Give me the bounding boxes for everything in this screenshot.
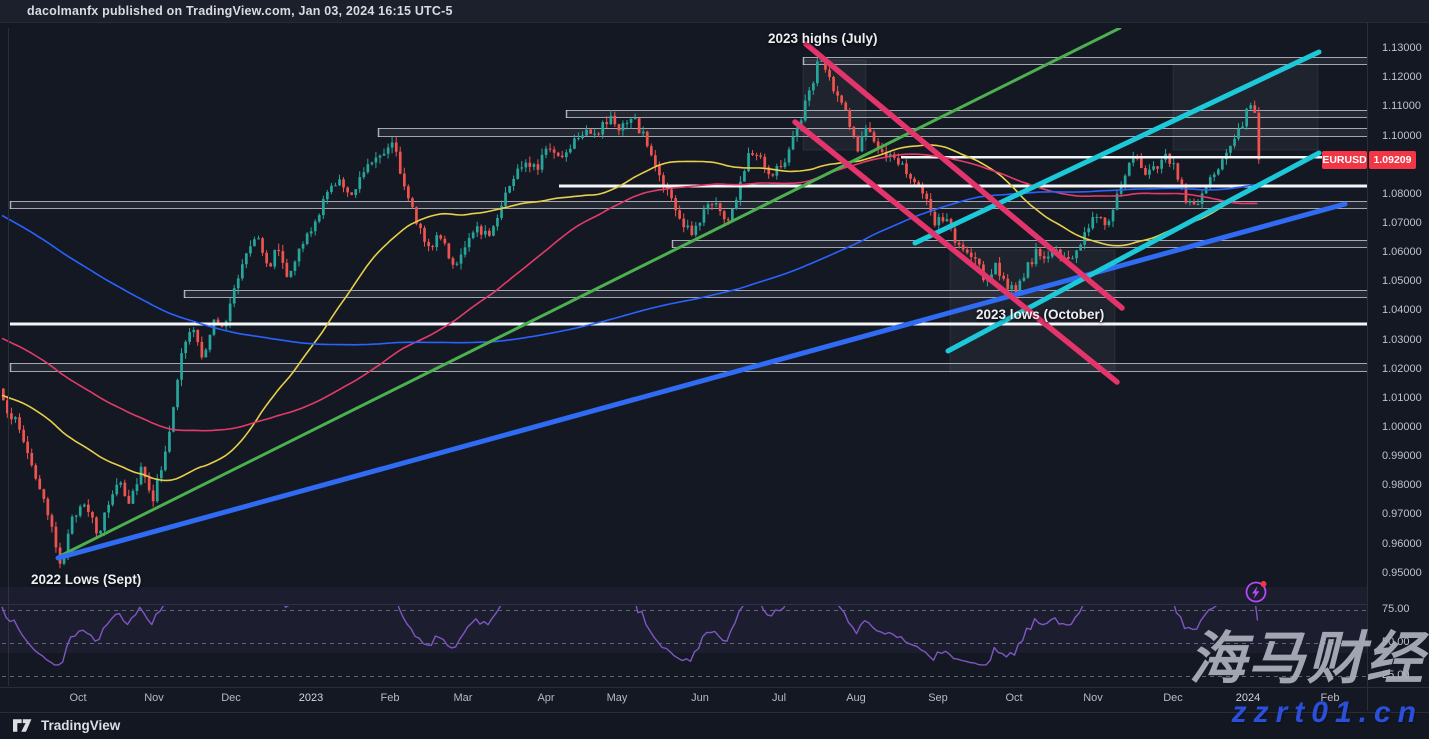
price-tick-label: 1.13000: [1382, 42, 1422, 54]
time-axis-divider: [0, 687, 1429, 688]
time-tick-label: Dec: [221, 692, 241, 704]
flash-circle-icon: [1245, 581, 1267, 603]
time-axis[interactable]: Oct Nov Dec 2023 Feb Mar Apr May Jun Jul Aug Sep Oct…: [0, 688, 1429, 711]
price-tick-label: 25.00: [1382, 669, 1410, 681]
watermark-url: zzrt01.cn: [1231, 696, 1423, 729]
price-tick-label: 1.04000: [1382, 304, 1422, 316]
price-tick-label: 0.96000: [1382, 538, 1422, 550]
time-tick-label: Jun: [691, 692, 709, 704]
time-tick-label: Oct: [69, 692, 87, 704]
annotation-2022-lows: 2022 Lows (Sept): [31, 572, 142, 587]
time-tick-label: Aug: [846, 692, 866, 704]
symbol-price-tag: EURUSD: [1322, 151, 1367, 169]
publish-header: dacolmanfx published on TradingView.com,…: [0, 0, 1429, 23]
time-tick-label: Apr: [537, 692, 555, 704]
price-tick-label: 50.00: [1382, 636, 1410, 648]
time-tick-label: Dec: [1163, 692, 1183, 704]
annotation-2023-lows: 2023 lows (October): [976, 307, 1105, 322]
price-axis[interactable]: 1.13000 1.12000 1.11000 1.10000 1.08000 1.070…: [1367, 23, 1429, 711]
price-tick-label: 0.98000: [1382, 479, 1422, 491]
price-tick-label: 1.12000: [1382, 71, 1422, 83]
price-tick-label: 1.01000: [1382, 392, 1422, 404]
price-tick-label: 1.02000: [1382, 363, 1422, 375]
price-chart-canvas[interactable]: [0, 23, 1367, 686]
time-tick-label: Nov: [1083, 692, 1103, 704]
price-tick-label: 1.08000: [1382, 188, 1422, 200]
price-tick-label: 75.00: [1382, 603, 1410, 615]
notification-dot-icon: [1260, 581, 1267, 587]
annotation-2023-highs: 2023 highs (July): [768, 31, 878, 46]
time-tick-label: Feb: [380, 692, 400, 704]
price-tick-label: 1.00000: [1382, 421, 1422, 433]
time-tick-label: Sep: [928, 692, 948, 704]
time-tick-label: Oct: [1005, 692, 1023, 704]
publish-line: dacolmanfx published on TradingView.com,…: [27, 4, 453, 18]
time-tick-label: 2024: [1235, 692, 1261, 704]
price-tick-label: 1.07000: [1382, 217, 1422, 229]
price-tick-label: 1.03000: [1382, 334, 1422, 346]
last-price-tag: 1.09209: [1369, 151, 1416, 169]
price-tick-label: 1.10000: [1382, 130, 1422, 142]
price-tick-label: 1.06000: [1382, 246, 1422, 258]
bottom-bar: TradingView: [0, 712, 1429, 739]
tradingview-mark-icon: [13, 719, 32, 732]
time-tick-label: Nov: [144, 692, 164, 704]
time-tick-label: Feb: [1320, 692, 1340, 704]
time-tick-label: Jul: [771, 692, 787, 704]
lightning-icon: [1252, 586, 1260, 599]
time-tick-label: May: [606, 692, 628, 704]
tradingview-wordmark: TradingView: [41, 718, 121, 733]
time-tick-label: Mar: [453, 692, 473, 704]
flash-reaction-button[interactable]: [1243, 577, 1271, 605]
watermark-chinese: 海马财经: [1189, 627, 1425, 691]
price-tick-label: 0.99000: [1382, 450, 1422, 462]
price-tick-label: 0.97000: [1382, 508, 1422, 520]
price-tick-label: 1.11000: [1382, 100, 1421, 112]
price-tick-label: 1.05000: [1382, 275, 1422, 287]
price-tick-label: 0.95000: [1382, 567, 1422, 579]
tradingview-logo[interactable]: TradingView: [13, 718, 120, 733]
time-tick-label: 2023: [298, 692, 324, 704]
